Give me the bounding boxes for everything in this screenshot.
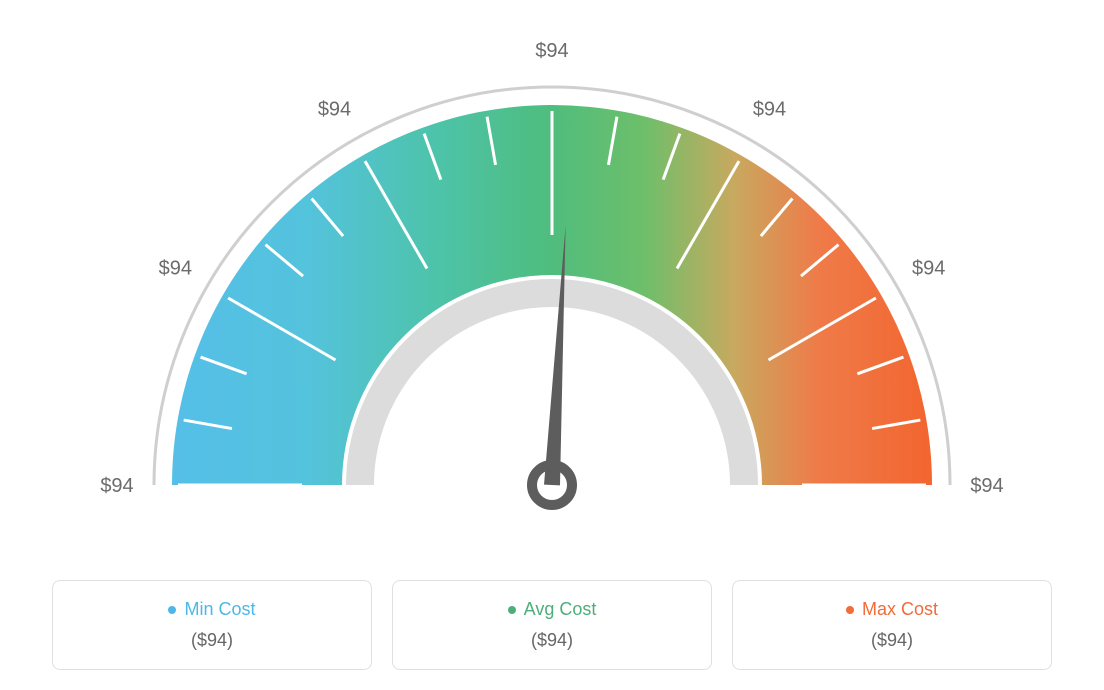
legend-max: Max Cost ($94): [732, 580, 1052, 670]
tick-label: $94: [159, 258, 192, 280]
legend-min-value: ($94): [53, 630, 371, 651]
tick-label: $94: [535, 40, 568, 62]
tick-label: $94: [100, 475, 133, 497]
legend-avg-label: Avg Cost: [508, 599, 597, 620]
legend-max-label: Max Cost: [846, 599, 938, 620]
legend-avg-value: ($94): [393, 630, 711, 651]
legend-min-label: Min Cost: [168, 599, 255, 620]
gauge-chart: $94 $94 $94 $94 $94 $94 $94: [0, 0, 1104, 560]
legend-max-value: ($94): [733, 630, 1051, 651]
tick-label: $94: [318, 98, 351, 120]
gauge-svg: $94 $94 $94 $94 $94 $94 $94: [0, 0, 1104, 560]
legend: Min Cost ($94) Avg Cost ($94) Max Cost (…: [0, 580, 1104, 670]
legend-avg: Avg Cost ($94): [392, 580, 712, 670]
tick-label: $94: [970, 475, 1003, 497]
legend-min: Min Cost ($94): [52, 580, 372, 670]
tick-label: $94: [753, 98, 786, 120]
tick-label: $94: [912, 258, 945, 280]
